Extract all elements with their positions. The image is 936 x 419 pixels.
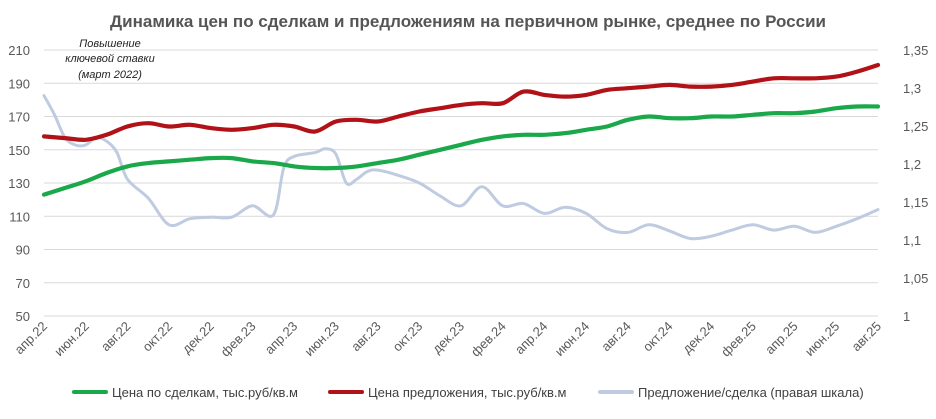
x-tick-label: апр.25 xyxy=(762,319,801,358)
left-tick-label: 110 xyxy=(9,209,30,224)
x-tick-label: июн.23 xyxy=(302,319,342,359)
x-tick-label: фев.25 xyxy=(718,319,759,360)
annotation-line-2: ключевой ставки xyxy=(65,53,155,65)
legend-label-offers: Цена предложения, тыс.руб/кв.м xyxy=(368,385,567,400)
left-tick-label: 210 xyxy=(8,43,30,58)
rate-hike-annotation: Повышение ключевой ставки (март 2022) xyxy=(65,38,155,81)
left-axis-ticks: 50 70 90 110 130 150 170 190 210 xyxy=(8,43,30,324)
left-tick-label: 170 xyxy=(8,110,30,125)
x-tick-label: авг.24 xyxy=(598,319,634,355)
left-tick-label: 50 xyxy=(16,309,30,324)
right-tick-label: 1,15 xyxy=(903,195,928,210)
left-tick-label: 190 xyxy=(8,76,30,91)
legend-label-ratio: Предложение/сделка (правая шкала) xyxy=(638,385,864,400)
right-tick-label: 1,2 xyxy=(903,157,921,172)
right-tick-label: 1,35 xyxy=(903,43,928,58)
right-tick-label: 1,3 xyxy=(903,81,921,96)
x-tick-label: окт.24 xyxy=(640,319,676,355)
series-line-ratio xyxy=(42,94,880,241)
x-tick-label: фев.23 xyxy=(218,319,259,360)
series-line-deals xyxy=(41,104,881,197)
left-tick-label: 130 xyxy=(8,176,30,191)
right-tick-label: 1,1 xyxy=(903,233,921,248)
x-tick-label: окт.23 xyxy=(390,319,426,355)
x-tick-label: дек.22 xyxy=(179,319,217,357)
x-tick-label: окт.22 xyxy=(139,319,175,355)
x-tick-label: июн.22 xyxy=(51,319,91,359)
x-tick-label: дек.24 xyxy=(679,319,717,357)
left-tick-label: 70 xyxy=(16,276,30,291)
legend: Цена по сделкам, тыс.руб/кв.м Цена предл… xyxy=(72,385,864,400)
legend-label-deals: Цена по сделкам, тыс.руб/кв.м xyxy=(112,385,298,400)
x-tick-label: апр.24 xyxy=(512,319,551,358)
right-tick-label: 1 xyxy=(903,309,910,324)
right-axis-ticks: 1 1,05 1,1 1,15 1,2 1,25 1,3 1,35 xyxy=(903,43,928,324)
x-tick-label: авг.25 xyxy=(849,319,885,355)
legend-item-ratio: Предложение/сделка (правая шкала) xyxy=(598,385,864,400)
left-tick-label: 150 xyxy=(8,143,30,158)
x-tick-label: авг.22 xyxy=(98,319,134,355)
left-tick-label: 90 xyxy=(16,243,30,258)
right-tick-label: 1,05 xyxy=(903,271,928,286)
series-line-offers xyxy=(41,62,881,142)
gridlines xyxy=(44,49,878,317)
right-tick-label: 1,25 xyxy=(903,119,928,134)
x-axis-ticks: апр.22 июн.22 авг.22 окт.22 дек.22 фев.23 апр.… xyxy=(12,319,885,360)
annotation-line-3: (март 2022) xyxy=(78,69,142,81)
series-lines xyxy=(41,62,881,241)
legend-item-deals: Цена по сделкам, тыс.руб/кв.м xyxy=(72,385,298,400)
chart-title: Динамика цен по сделкам и предложениям н… xyxy=(110,12,826,31)
x-tick-label: июн.24 xyxy=(552,319,592,359)
x-tick-label: июн.25 xyxy=(802,319,842,359)
x-tick-label: апр.23 xyxy=(262,319,301,358)
x-tick-label: фев.24 xyxy=(468,319,509,360)
x-tick-label: апр.22 xyxy=(12,319,51,358)
annotation-line-1: Повышение xyxy=(79,38,140,50)
legend-item-offers: Цена предложения, тыс.руб/кв.м xyxy=(328,385,567,400)
x-tick-label: авг.23 xyxy=(348,319,384,355)
x-tick-label: дек.23 xyxy=(429,319,467,357)
